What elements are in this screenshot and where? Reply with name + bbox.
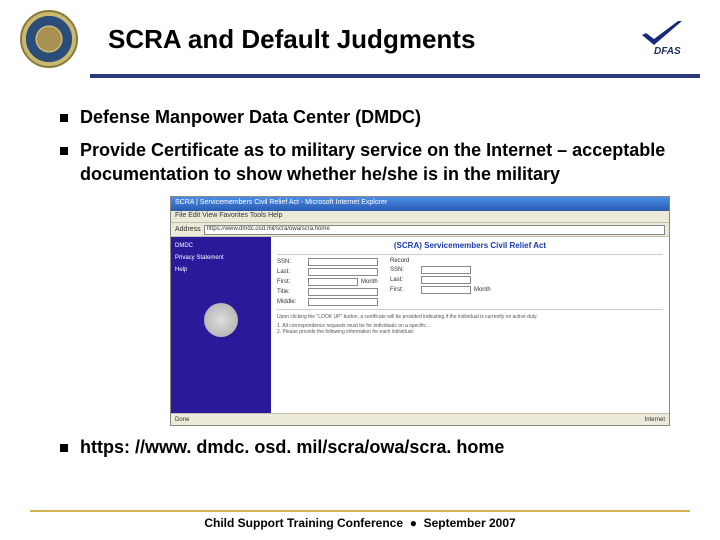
form-instructions: Upon clicking the "LOOK UP" button, a ce… bbox=[277, 314, 663, 335]
dfas-logo: DFAS bbox=[640, 19, 700, 59]
slide-header: SCRA and Default Judgments DFAS bbox=[0, 0, 720, 68]
ssn2-input[interactable] bbox=[421, 266, 471, 274]
instr-line: 2. Please provide the following informat… bbox=[277, 329, 663, 335]
browser-body: DMDC Privacy Statement Help (SCRA) Servi… bbox=[171, 237, 669, 413]
slide-title: SCRA and Default Judgments bbox=[108, 24, 640, 55]
page-main: (SCRA) Servicemembers Civil Relief Act S… bbox=[271, 237, 669, 413]
middle-label: Middle: bbox=[277, 299, 305, 305]
ssn-label: SSN: bbox=[277, 259, 305, 265]
bullet-text: Provide Certificate as to military servi… bbox=[80, 139, 680, 186]
embedded-screenshot: SCRA | Servicemembers Civil Relief Act -… bbox=[170, 196, 670, 426]
form-right-column: Record SSN: Last: First: Month bbox=[390, 258, 491, 306]
bullet-marker-icon bbox=[60, 444, 68, 452]
first2-input[interactable] bbox=[421, 286, 471, 294]
footer-left: Child Support Training Conference bbox=[204, 516, 403, 530]
first-input[interactable] bbox=[308, 278, 358, 286]
ssn2-label: SSN: bbox=[390, 267, 418, 273]
sidebar-item[interactable]: DMDC bbox=[175, 243, 267, 249]
ssn-input[interactable] bbox=[308, 258, 378, 266]
bullet-marker-icon bbox=[60, 114, 68, 122]
month2-label: Month bbox=[474, 287, 491, 293]
bullet-item: Provide Certificate as to military servi… bbox=[60, 139, 680, 186]
address-label: Address bbox=[175, 226, 201, 233]
instr-line: Upon clicking the "LOOK UP" button, a ce… bbox=[277, 314, 663, 320]
middle-input[interactable] bbox=[308, 298, 378, 306]
footer-right: September 2007 bbox=[424, 516, 516, 530]
footer-rule bbox=[30, 510, 690, 512]
form-left-column: SSN: Last: First: Month Title: Middle: bbox=[277, 258, 378, 306]
browser-menubar[interactable]: File Edit View Favorites Tools Help bbox=[171, 211, 669, 223]
sidebar-item[interactable]: Privacy Statement bbox=[175, 255, 267, 261]
browser-titlebar: SCRA | Servicemembers Civil Relief Act -… bbox=[171, 197, 669, 211]
slide-content: Defense Manpower Data Center (DMDC) Prov… bbox=[0, 78, 720, 460]
page-main-title: (SCRA) Servicemembers Civil Relief Act bbox=[277, 241, 663, 250]
bullet-item: https: //www. dmdc. osd. mil/scra/owa/sc… bbox=[60, 436, 680, 459]
lookup-form: SSN: Last: First: Month Title: Middle: Re… bbox=[277, 254, 663, 310]
record-label: Record bbox=[390, 258, 418, 264]
address-input[interactable]: https://www.dmdc.osd.mil/scra/owa/scra.h… bbox=[204, 225, 665, 235]
footer-sep: ● bbox=[410, 516, 417, 530]
title-input[interactable] bbox=[308, 288, 378, 296]
last2-label: Last: bbox=[390, 277, 418, 283]
title-label: Title: bbox=[277, 289, 305, 295]
slide-footer: Child Support Training Conference ● Sept… bbox=[0, 510, 720, 530]
checkmark-icon bbox=[640, 19, 684, 49]
last2-input[interactable] bbox=[421, 276, 471, 284]
page-sidebar: DMDC Privacy Statement Help bbox=[171, 237, 271, 413]
status-right: Internet bbox=[645, 417, 665, 423]
browser-statusbar: Done Internet bbox=[171, 413, 669, 425]
bullet-text: Defense Manpower Data Center (DMDC) bbox=[80, 106, 680, 129]
bullet-text: https: //www. dmdc. osd. mil/scra/owa/sc… bbox=[80, 436, 680, 459]
footer-text: Child Support Training Conference ● Sept… bbox=[0, 516, 720, 530]
browser-addressbar: Address https://www.dmdc.osd.mil/scra/ow… bbox=[171, 223, 669, 237]
first-label: First: bbox=[277, 279, 305, 285]
dod-seal-icon bbox=[20, 10, 78, 68]
month-label: Month bbox=[361, 279, 378, 285]
sidebar-item[interactable]: Help bbox=[175, 267, 267, 273]
first2-label: First: bbox=[390, 287, 418, 293]
dfas-label: DFAS bbox=[654, 46, 681, 57]
last-input[interactable] bbox=[308, 268, 378, 276]
bullet-item: Defense Manpower Data Center (DMDC) bbox=[60, 106, 680, 129]
status-left: Done bbox=[175, 417, 189, 423]
sidebar-seal-icon bbox=[204, 303, 238, 337]
bullet-marker-icon bbox=[60, 147, 68, 155]
last-label: Last: bbox=[277, 269, 305, 275]
